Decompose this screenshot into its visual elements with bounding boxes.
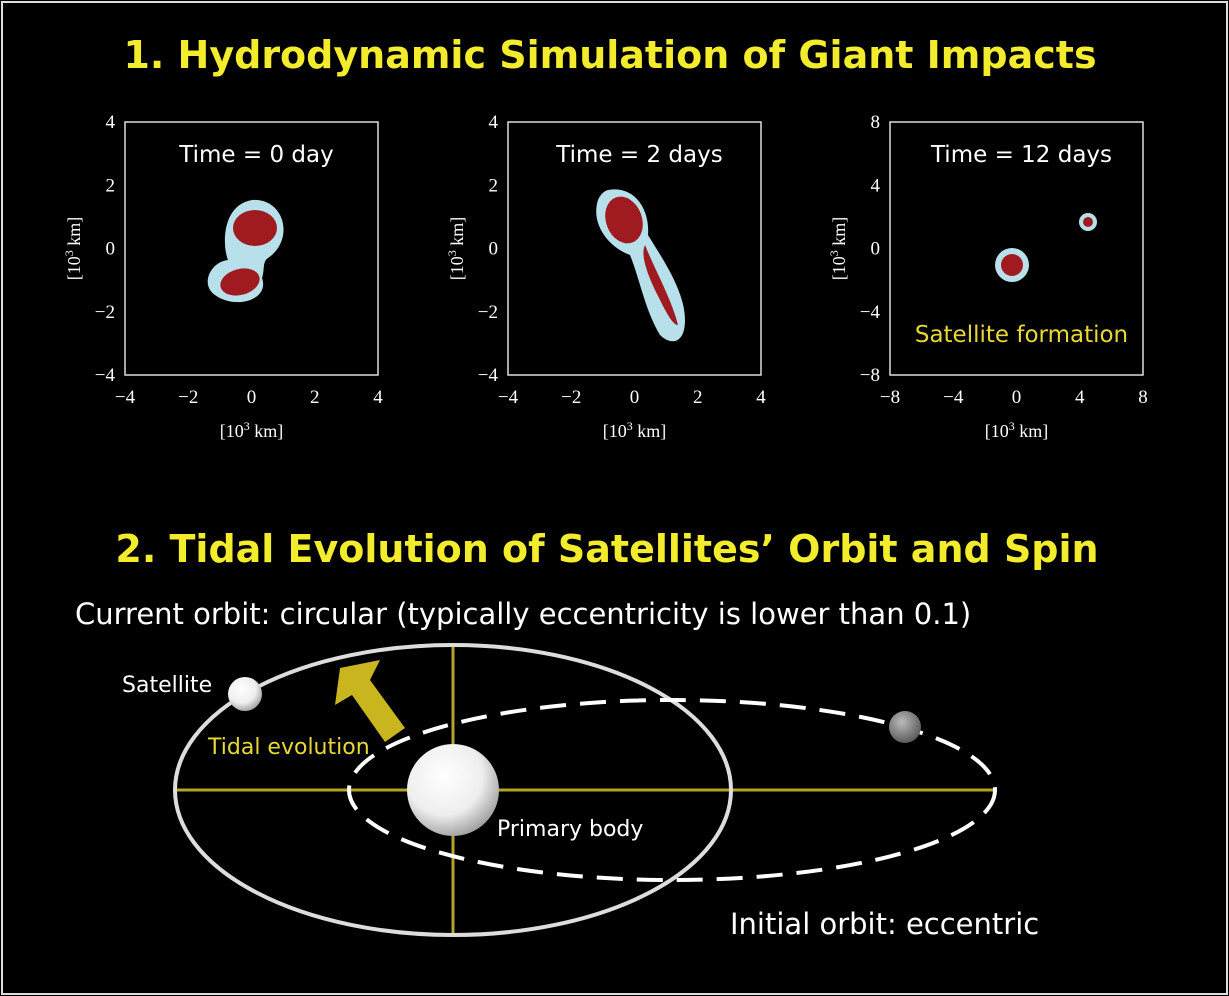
y-tick-label: 0 [106, 239, 116, 260]
y-tick-label: −4 [478, 365, 499, 386]
axis-label-unit: km] [64, 217, 84, 251]
y-tick-label: 4 [871, 175, 881, 196]
initial-satellite [889, 711, 921, 743]
axis-label-unit: km] [829, 217, 849, 251]
time-label: Time = 2 days [555, 142, 722, 168]
x-tick-label: 2 [310, 387, 320, 408]
x-tick-label: 4 [756, 387, 766, 408]
x-tick-label: 4 [1075, 387, 1085, 408]
y-tick-label: 0 [871, 239, 881, 260]
x-tick-label: 0 [1012, 387, 1022, 408]
x-tick-label: 8 [1138, 387, 1148, 408]
x-tick-label: −4 [115, 387, 136, 408]
x-tick-label: −2 [178, 387, 198, 408]
y-tick-label: −8 [860, 365, 880, 386]
x-tick-label: −4 [943, 387, 964, 408]
x-tick-label: −4 [498, 387, 519, 408]
y-tick-label: 4 [489, 112, 499, 133]
axis-label-base: [10 [603, 421, 627, 441]
subtitle: Current orbit: circular (typically eccen… [75, 597, 971, 631]
label: Primary body [497, 817, 643, 842]
x-tick-label: 0 [630, 387, 640, 408]
axis-label-base: [10 [64, 256, 84, 280]
axis-label-unit: km] [250, 421, 284, 441]
x-tick-label: 4 [373, 387, 383, 408]
time-label: Time = 0 day [178, 142, 333, 168]
axis-label-base: [10 [220, 421, 244, 441]
section-title: 1. Hydrodynamic Simulation of Giant Impa… [123, 33, 1096, 77]
y-tick-label: 0 [489, 239, 499, 260]
y-tick-label: 2 [106, 175, 116, 196]
axis-label: [103 km] [220, 419, 284, 441]
label: Satellite [122, 673, 212, 698]
y-tick-label: −4 [860, 302, 881, 323]
axis-label-unit: km] [1015, 421, 1049, 441]
axis-label-base: [10 [985, 421, 1009, 441]
x-tick-label: −2 [561, 387, 581, 408]
axis-label-unit: km] [633, 421, 667, 441]
y-tick-label: 2 [489, 175, 499, 196]
y-tick-label: −2 [95, 302, 115, 323]
satellite [228, 677, 262, 711]
axis-label-unit: km] [447, 217, 467, 251]
section-title: 2. Tidal Evolution of Satellites’ Orbit … [115, 527, 1098, 571]
x-tick-label: −8 [880, 387, 900, 408]
axis-label: [103 km] [445, 217, 467, 281]
axis-label-base: [10 [829, 256, 849, 280]
annotation: Satellite formation [915, 322, 1128, 348]
axis-label: [103 km] [62, 217, 84, 281]
y-tick-label: 8 [871, 112, 881, 133]
slide: 1. Hydrodynamic Simulation of Giant Impa… [0, 0, 1229, 996]
axis-label: [103 km] [985, 419, 1049, 441]
axis-label: [103 km] [827, 217, 849, 281]
axis-label: [103 km] [603, 419, 667, 441]
axis-label-base: [10 [447, 256, 467, 280]
y-tick-label: −2 [478, 302, 498, 323]
x-tick-label: 0 [247, 387, 257, 408]
x-tick-label: 2 [693, 387, 703, 408]
label: Tidal evolution [207, 735, 370, 760]
y-tick-label: −4 [95, 365, 116, 386]
y-tick-label: 4 [106, 112, 116, 133]
label: Initial orbit: eccentric [730, 907, 1039, 941]
primary-body [407, 744, 499, 836]
time-label: Time = 12 days [930, 142, 1112, 168]
page: {"section1": {"title": "1. Hydrodynamic … [0, 0, 1229, 996]
